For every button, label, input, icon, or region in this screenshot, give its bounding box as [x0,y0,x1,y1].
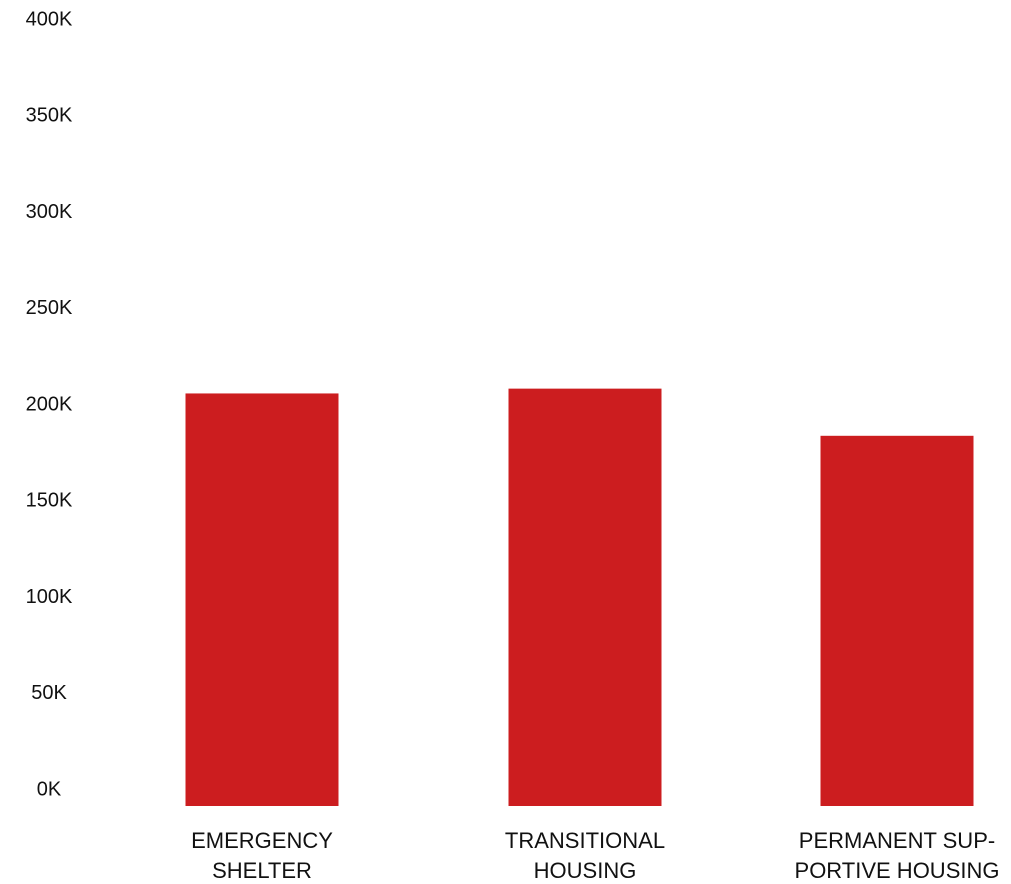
y-tick-label: 100K [26,586,73,608]
bar [820,435,974,806]
y-tick-label: 350K [26,105,73,127]
y-tick-label: 0K [37,778,62,800]
y-tick-label: 150K [26,490,73,512]
bar [508,388,662,806]
x-category-label: PERMANENT SUP- PORTIVE HOUSING [795,828,1000,883]
x-category-label-line: PERMANENT SUP- [799,828,995,853]
y-axis: 0K 50K 100K 150K 200K 250K 300K 350K 400K [26,8,73,800]
x-category-label-line: SHELTER [212,858,312,883]
x-category-label: EMERGENCY SHELTER [191,828,333,883]
y-tick-label: 50K [31,682,67,704]
x-category-label-line: HOUSING [534,858,637,883]
x-category-label-line: EMERGENCY [191,828,333,853]
y-tick-label: 250K [26,297,73,319]
x-category-label-line: TRANSITIONAL [505,828,665,853]
y-tick-label: 300K [26,201,73,223]
bar [185,393,339,806]
y-tick-label: 200K [26,393,73,415]
y-tick-label: 400K [26,8,73,30]
x-axis: EMERGENCY SHELTER TRANSITIONAL HOUSING PERMA… [191,828,999,883]
bars [185,388,974,806]
x-category-label: TRANSITIONAL HOUSING [505,828,665,883]
x-category-label-line: PORTIVE HOUSING [795,858,1000,883]
